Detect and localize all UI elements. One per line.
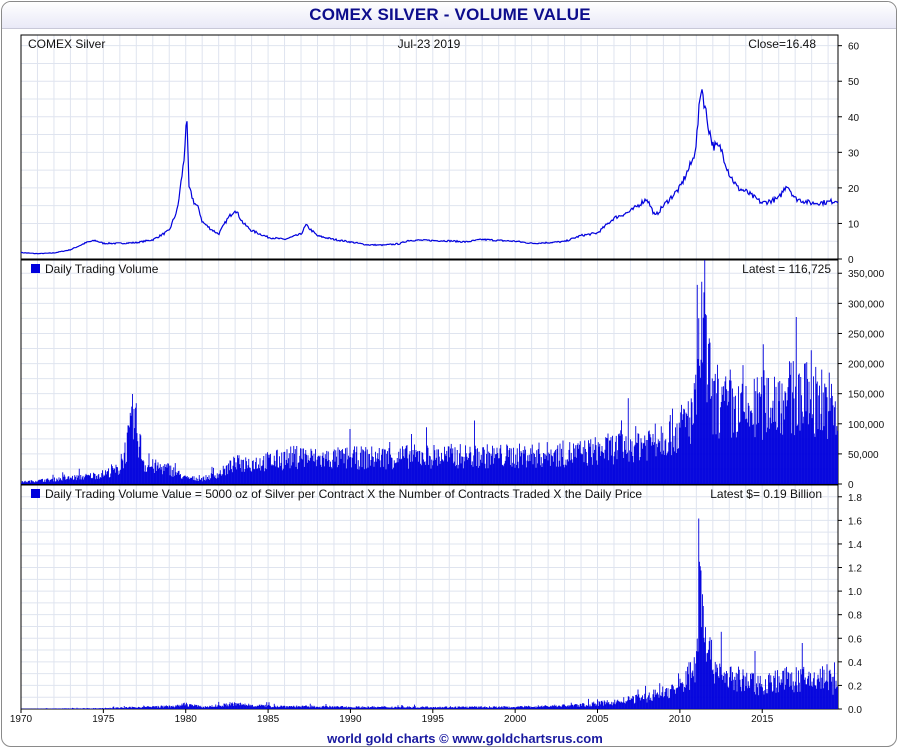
y-tick-label: 350,000 [848, 269, 885, 280]
value-legend-swatch [31, 489, 40, 498]
y-tick-label: 0.0 [848, 705, 862, 716]
panel-volume-latest: Latest = 116,725 [742, 262, 831, 276]
y-tick-label: 250,000 [848, 329, 885, 340]
volume-bars [21, 518, 838, 709]
title-bar [2, 2, 896, 29]
y-tick-label: 1.0 [848, 587, 862, 598]
y-tick-label: 0 [848, 255, 854, 266]
y-tick-label: 0.2 [848, 681, 862, 692]
y-tick-label: 50,000 [848, 450, 879, 461]
x-tick-label: 1990 [339, 714, 362, 725]
panel-border [20, 34, 839, 260]
x-tick-label: 1995 [422, 714, 445, 725]
panel-volume-label: Daily Trading Volume [45, 262, 159, 276]
x-tick-label: 2010 [669, 714, 692, 725]
y-tick-label: 40 [848, 113, 860, 124]
y-tick-label: 0 [848, 480, 854, 491]
y-tick-label: 1.6 [848, 516, 862, 527]
panel-price-close: Close=16.48 [748, 37, 816, 51]
y-tick-label: 20 [848, 184, 860, 195]
y-tick-label: 10 [848, 219, 860, 230]
chart-title: COMEX SILVER - VOLUME VALUE [309, 5, 591, 24]
y-tick-label: 200,000 [848, 360, 885, 371]
x-tick-label: 1980 [175, 714, 198, 725]
volume-bars [21, 260, 838, 484]
panel-price-label: COMEX Silver [28, 37, 105, 51]
x-tick-label: 1975 [92, 714, 115, 725]
x-tick-label: 1985 [257, 714, 280, 725]
x-tick-label: 2005 [586, 714, 609, 725]
y-tick-label: 30 [848, 148, 860, 159]
y-tick-label: 50 [848, 77, 860, 88]
y-tick-label: 0.8 [848, 611, 862, 622]
footer-credit: world gold charts © www.goldchartsrus.co… [327, 731, 603, 746]
y-tick-label: 300,000 [848, 299, 885, 310]
panel-value-latest: Latest $= 0.19 Billion [710, 487, 822, 501]
x-tick-label: 2000 [504, 714, 527, 725]
panel-price-date: Jul-23 2019 [398, 37, 461, 51]
y-tick-label: 0.6 [848, 634, 862, 645]
y-tick-label: 1.2 [848, 564, 862, 575]
x-tick-label: 2015 [751, 714, 774, 725]
x-tick-label: 1970 [10, 714, 33, 725]
y-tick-label: 100,000 [848, 420, 885, 431]
panel-value-label: Daily Trading Volume Value = 5000 oz of … [45, 487, 642, 501]
y-tick-label: 1.4 [848, 540, 862, 551]
y-tick-label: 150,000 [848, 390, 885, 401]
y-tick-label: 0.4 [848, 658, 862, 669]
silver-price-line [20, 89, 839, 255]
y-tick-label: 60 [848, 42, 860, 53]
volume-legend-swatch [31, 264, 40, 273]
grid-layer [20, 35, 838, 710]
y-tick-label: 1.8 [848, 493, 862, 504]
